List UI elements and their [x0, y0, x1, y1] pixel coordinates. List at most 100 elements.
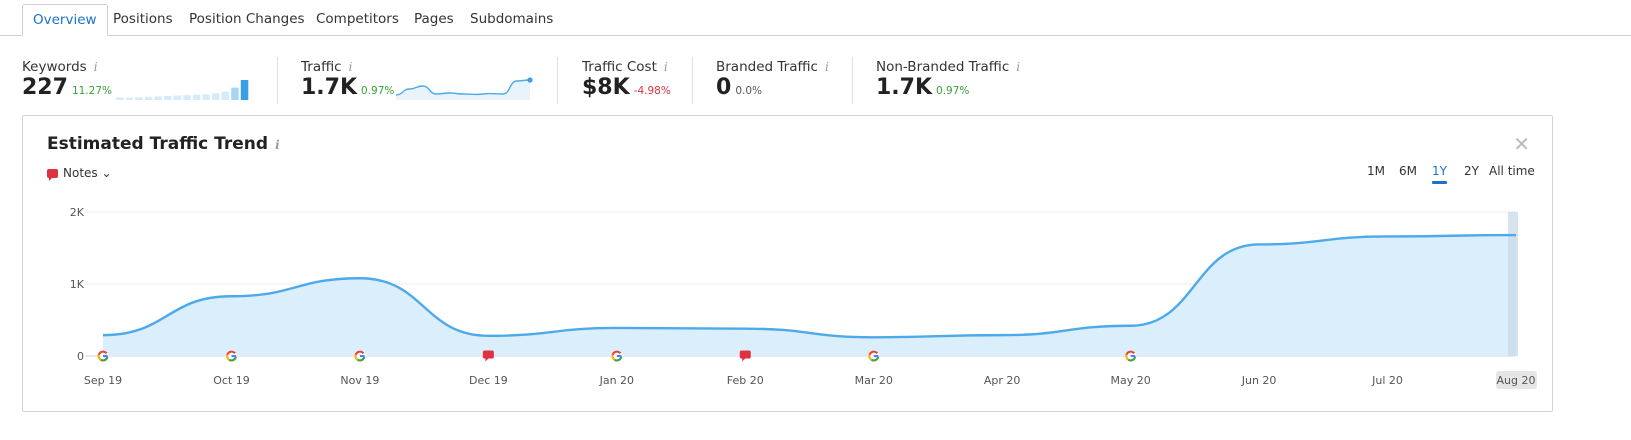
metric-non-branded-traffic[interactable]: Non-Branded Traffic i 1.7K 0.97% [876, 56, 1021, 100]
range-label: 1M [1367, 164, 1385, 178]
keywords-spark-bar [116, 97, 124, 100]
info-icon[interactable]: i [824, 60, 829, 74]
keywords-spark-bar [221, 91, 230, 100]
chevron-down-icon: ⌄ [101, 166, 112, 180]
close-icon[interactable]: ✕ [1513, 132, 1530, 156]
x-tick-label: Oct 19 [213, 374, 250, 387]
metric-keywords-delta: 11.27% [71, 85, 112, 97]
metric-divider [692, 57, 693, 104]
tab-position-changes[interactable]: Position Changes [189, 11, 305, 27]
metric-branded-delta: 0.0% [735, 85, 762, 97]
tab-positions[interactable]: Positions [113, 11, 173, 27]
metric-keywords-value-row: 227 11.27% [22, 75, 112, 100]
x-tick-label: Jun 20 [1241, 374, 1277, 387]
x-tick-label: Mar 20 [855, 374, 893, 387]
keywords-spark-bar [154, 96, 162, 100]
traffic-spark-endpoint [527, 77, 533, 83]
info-icon[interactable]: i [93, 60, 98, 74]
info-icon[interactable]: i [275, 138, 280, 152]
metric-traffic[interactable]: Traffic i 1.7K 0.97% [301, 56, 394, 100]
metric-branded-value-row: 0 0.0% [716, 75, 762, 100]
metric-branded-label: Branded Traffic [716, 59, 818, 75]
traffic-area [103, 235, 1516, 356]
keywords-spark-bar [125, 97, 134, 100]
metric-branded-traffic[interactable]: Branded Traffic i 0 0.0% [716, 56, 829, 100]
metric-traffic-cost-value-row: $8K -4.98% [582, 75, 671, 100]
keywords-spark-bar [231, 87, 239, 100]
note-icon [47, 169, 58, 181]
active-range-underline [1432, 181, 1447, 184]
x-tick-label: Sep 19 [84, 374, 122, 387]
google-icon-arc-yellow [611, 354, 616, 361]
tab-subdomains[interactable]: Subdomains [470, 11, 554, 27]
keywords-spark-bar [240, 80, 249, 100]
traffic-trend-chart[interactable]: 0 1K 2K Sep 19 Oct 19 Nov 19 Dec 19 Jan 20 Feb 2… [23, 116, 1552, 411]
traffic-line [102, 233, 1517, 339]
panel-title: Estimated Traffic Trend i [47, 134, 280, 154]
range-2y[interactable]: 2Y [1464, 164, 1479, 178]
keywords-spark-bar [183, 95, 191, 100]
traffic-spark-line [396, 79, 531, 96]
range-label: 2Y [1464, 164, 1479, 178]
metric-divider [852, 57, 853, 104]
range-label: 6M [1399, 164, 1417, 178]
metric-traffic-cost[interactable]: Traffic Cost i $8K -4.98% [582, 56, 671, 100]
y-tick-label: 1K [70, 278, 85, 291]
range-1y[interactable]: 1Y [1432, 164, 1447, 184]
traffic-sparkline [396, 77, 533, 100]
metric-traffic-cost-label: Traffic Cost [582, 59, 657, 75]
note-bubble [739, 350, 751, 359]
note-bubble-tail [485, 358, 489, 362]
keywords-spark-bar [164, 96, 172, 100]
metric-divider [277, 57, 278, 104]
tab-competitors[interactable]: Competitors [316, 11, 399, 27]
info-icon[interactable]: i [663, 60, 668, 74]
hover-x-label-bg [1496, 371, 1537, 389]
x-tick-label: Dec 19 [469, 374, 508, 387]
x-tick-label: Aug 20 [1497, 374, 1536, 387]
note-bubble [482, 350, 494, 359]
hover-highlight-band [1508, 212, 1518, 356]
notes-label: Notes [63, 166, 98, 180]
metric-traffic-value-row: 1.7K 0.97% [301, 75, 394, 100]
tab-overview[interactable]: Overview [22, 4, 108, 36]
x-tick-label: Apr 20 [984, 374, 1021, 387]
range-6m[interactable]: 6M [1399, 164, 1417, 178]
metric-keywords-label: Keywords [22, 59, 87, 75]
metric-branded-value: 0 [716, 75, 732, 100]
google-update-icon [1125, 350, 1137, 362]
traffic-spark-area [396, 80, 530, 100]
traffic-trend-panel: Estimated Traffic Trend i ✕ Notes ⌄ 1M 6M… [22, 115, 1553, 412]
report-tabs: Overview Positions Position Changes Comp… [0, 0, 1631, 36]
info-icon[interactable]: i [1016, 60, 1021, 74]
metric-traffic-value: 1.7K [301, 75, 358, 100]
google-icon-arc-yellow [868, 354, 873, 361]
info-icon[interactable]: i [348, 60, 353, 74]
google-update-icon [225, 350, 237, 362]
google-icon-arc-yellow [1125, 354, 1130, 361]
metric-non-branded-value: 1.7K [876, 75, 933, 100]
range-label: 1Y [1432, 164, 1447, 178]
google-update-icon [97, 350, 109, 362]
tab-pages[interactable]: Pages [414, 11, 454, 27]
keywords-spark-bar [202, 94, 210, 100]
metric-traffic-cost-value: $8K [582, 75, 630, 100]
keywords-sparkbars [116, 80, 249, 100]
metric-non-branded-delta: 0.97% [936, 85, 970, 97]
range-1m[interactable]: 1M [1367, 164, 1385, 178]
metric-traffic-cost-delta: -4.98% [633, 85, 671, 97]
y-tick-label: 2K [70, 206, 85, 219]
google-icon-arc-yellow [354, 354, 359, 361]
x-tick-label: Jul 20 [1371, 374, 1403, 387]
google-update-icon [611, 350, 623, 362]
metric-traffic-label: Traffic [301, 59, 342, 75]
notes-dropdown[interactable]: Notes ⌄ [47, 166, 112, 181]
note-marker-icon [482, 350, 494, 362]
range-all-time[interactable]: All time [1489, 164, 1535, 178]
x-tick-label: May 20 [1111, 374, 1151, 387]
metric-keywords[interactable]: Keywords i 227 11.27% [22, 56, 112, 100]
keywords-spark-bar [144, 96, 153, 100]
google-icon-arc-yellow [97, 354, 102, 361]
x-tick-label: Jan 20 [599, 374, 634, 387]
x-tick-label: Feb 20 [727, 374, 764, 387]
